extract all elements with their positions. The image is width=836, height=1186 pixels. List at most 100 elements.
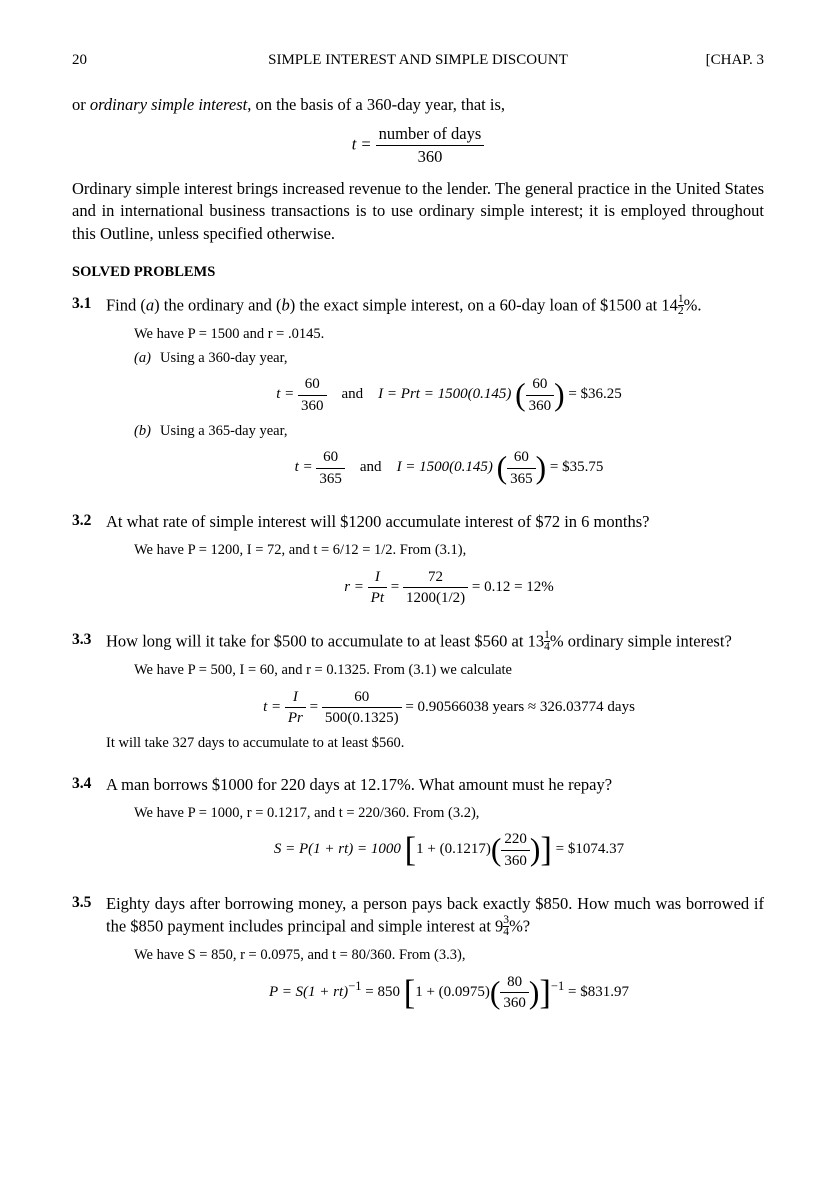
page-header: 20 SIMPLE INTEREST AND SIMPLE DISCOUNT [… <box>72 50 764 70</box>
fraction: 60360 <box>526 374 555 416</box>
text: t = <box>276 387 294 403</box>
problem-body: How long will it take for $500 to accumu… <box>106 630 764 757</box>
problem-body: At what rate of simple interest will $12… <box>106 511 764 614</box>
num: 60 <box>316 447 345 467</box>
text: and <box>360 460 382 476</box>
rparen-icon: ) <box>536 450 547 485</box>
den: 365 <box>507 468 536 489</box>
denominator: 360 <box>376 145 485 168</box>
result: = $1074.37 <box>556 842 624 858</box>
fraction: 60365 <box>507 447 536 489</box>
problem-statement: At what rate of simple interest will $12… <box>106 511 764 533</box>
label: (b) <box>134 423 151 439</box>
solution: We have P = 1200, I = 72, and t = 6/12 =… <box>134 541 764 608</box>
solution: We have S = 850, r = 0.0975, and t = 80/… <box>134 946 764 1013</box>
text: = <box>391 579 399 595</box>
eq: r = IPt = 721200(1/2) = 0.12 = 12% <box>134 567 764 609</box>
fraction: 60500(0.1325) <box>322 687 402 729</box>
text: %? <box>509 917 530 936</box>
lbracket-icon: [ <box>405 831 417 869</box>
problem-3-5: 3.5 Eighty days after borrowing money, a… <box>72 893 764 1019</box>
problem-number: 3.2 <box>72 511 106 614</box>
result: = $35.75 <box>550 460 603 476</box>
fraction: 80360 <box>500 972 529 1014</box>
fraction: 60360 <box>298 374 327 416</box>
text: , on the basis of a 360-day year, that i… <box>247 95 505 114</box>
text: P = S(1 + rt) <box>269 984 348 1000</box>
fraction: 721200(1/2) <box>403 567 468 609</box>
problem-body: Eighty days after borrowing money, a per… <box>106 893 764 1019</box>
text: I = Prt = 1500(0.145) <box>378 387 511 403</box>
num: 60 <box>322 687 402 707</box>
problem-number: 3.4 <box>72 774 106 877</box>
page-number: 20 <box>72 50 152 70</box>
solution: We have P = 500, I = 60, and r = 0.1325.… <box>134 661 764 754</box>
text: = 850 <box>365 984 400 1000</box>
problem-number: 3.3 <box>72 630 106 757</box>
result: = $36.25 <box>568 387 621 403</box>
problem-statement: A man borrows $1000 for 220 days at 12.1… <box>106 774 764 796</box>
text: = <box>310 699 318 715</box>
text: Using a 360-day year, <box>160 349 764 369</box>
text: Find ( <box>106 296 146 315</box>
eq: S = P(1 + rt) = 1000 [1 + (0.1217)(22036… <box>134 829 764 871</box>
lparen-icon: ( <box>490 974 501 1009</box>
text: % ordinary simple interest? <box>550 632 732 651</box>
problem-body: Find (a) the ordinary and (b) the exact … <box>106 294 764 494</box>
problem-3-2: 3.2 At what rate of simple interest will… <box>72 511 764 614</box>
exponent: −1 <box>551 979 564 993</box>
exponent: −1 <box>348 979 361 993</box>
fraction: IPr <box>285 687 306 729</box>
den: 360 <box>298 395 327 416</box>
problem-body: A man borrows $1000 for 220 days at 12.1… <box>106 774 764 877</box>
den: 365 <box>316 468 345 489</box>
eq-lhs: t = <box>352 134 372 153</box>
lparen-icon: ( <box>497 450 508 485</box>
eq-a: t = 60360 and I = Prt = 1500(0.145) (603… <box>134 374 764 416</box>
text: b <box>282 296 290 315</box>
problem-3-1: 3.1 Find (a) the ordinary and (b) the ex… <box>72 294 764 494</box>
lbracket-icon: [ <box>404 973 416 1011</box>
part-b: (b) Using a 365-day year, <box>134 422 764 442</box>
sol-conclusion: It will take 327 days to accumulate to a… <box>106 734 764 754</box>
num: 72 <box>403 567 468 587</box>
num: 60 <box>507 447 536 467</box>
sol-given: We have P = 500, I = 60, and r = 0.1325.… <box>134 661 764 681</box>
text: 1 + (0.1217) <box>416 842 491 858</box>
result: = $831.97 <box>568 984 629 1000</box>
num: 60 <box>526 374 555 394</box>
text: How long will it take for $500 to accumu… <box>106 632 544 651</box>
fraction: number of days 360 <box>376 123 485 169</box>
problem-statement: Find (a) the ordinary and (b) the exact … <box>106 294 764 317</box>
fraction: 60365 <box>316 447 345 489</box>
text: r = <box>344 579 364 595</box>
rbracket-icon: ] <box>540 831 552 869</box>
text: or <box>72 95 90 114</box>
text: I = 1500(0.145) <box>397 460 493 476</box>
chapter-label: [CHAP. 3 <box>684 50 764 70</box>
num: 80 <box>500 972 529 992</box>
num: 60 <box>298 374 327 394</box>
rparen-icon: ) <box>530 832 541 867</box>
den: Pr <box>285 707 306 728</box>
solution: We have P = 1500 and r = .0145. (a) Usin… <box>134 325 764 489</box>
result: = 0.12 = 12% <box>472 579 554 595</box>
fraction: IPt <box>368 567 387 609</box>
fraction: 220360 <box>501 829 530 871</box>
sol-given: We have P = 1000, r = 0.1217, and t = 22… <box>134 804 764 824</box>
text: ) the exact simple interest, on a 60-day… <box>290 296 678 315</box>
num: I <box>368 567 387 587</box>
text: Using a 365-day year, <box>160 422 764 442</box>
part-a: (a) Using a 360-day year, <box>134 349 764 369</box>
section-heading: SOLVED PROBLEMS <box>72 263 764 283</box>
sol-given: We have P = 1500 and r = .0145. <box>134 325 764 345</box>
page: 20 SIMPLE INTEREST AND SIMPLE DISCOUNT [… <box>0 0 836 1186</box>
problem-3-4: 3.4 A man borrows $1000 for 220 days at … <box>72 774 764 877</box>
text: 1 + (0.0975) <box>415 984 490 1000</box>
lparen-icon: ( <box>491 832 502 867</box>
num: I <box>285 687 306 707</box>
intro-para-2: Ordinary simple interest brings increase… <box>72 178 764 245</box>
num: 220 <box>501 829 530 849</box>
text: Eighty days after borrowing money, a per… <box>106 894 764 936</box>
numerator: number of days <box>376 123 485 145</box>
